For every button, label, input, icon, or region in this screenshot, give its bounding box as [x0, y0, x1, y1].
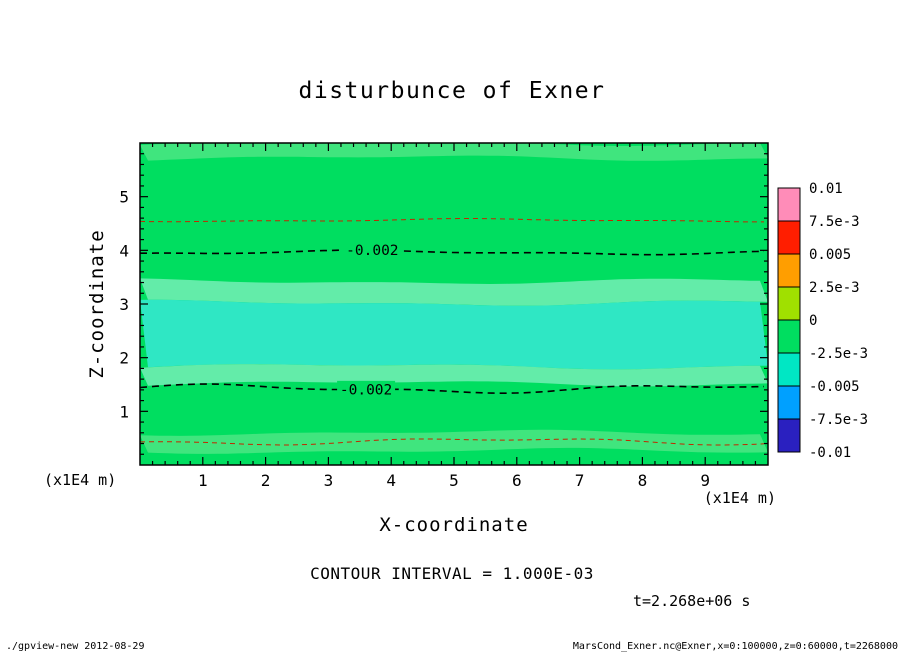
colorbar-tick-label: 2.5e-3 [809, 280, 860, 296]
contour-label-mask [343, 241, 402, 259]
colorbar-cell [777, 385, 801, 420]
tone-band [140, 278, 768, 306]
contour-line [140, 383, 765, 394]
colorbar-cell [777, 319, 801, 354]
colorbar: 0.01 7.5e-3 0.005 2.5e-3 0 -2.5e-3 -0.005 -7.5e… [777, 181, 868, 461]
y-axis-label: Z-coordinate [86, 229, 108, 379]
y-tick-label: 5 [119, 188, 129, 207]
colorbar-cell [777, 253, 801, 288]
contour-interval-note: CONTOUR INTERVAL = 1.000E-03 [310, 564, 594, 583]
contour-label: -0.002 [346, 243, 398, 259]
x-tick-label: 3 [324, 471, 334, 490]
x-tick-label: 4 [386, 471, 396, 490]
colorbar-cell [777, 220, 801, 255]
colorbar-tick-label: -0.005 [809, 379, 860, 395]
x-tick-labels: 1 2 3 4 5 6 7 8 9 [198, 471, 710, 490]
x-unit-left-label: (x1E4 m) [44, 471, 117, 489]
y-tick-label: 4 [119, 241, 129, 260]
contour-line [140, 249, 765, 256]
tone-band [140, 364, 768, 387]
y-tick-label: 3 [119, 295, 129, 314]
chart-title: disturbunce of Exner [298, 78, 606, 104]
x-tick-label: 8 [638, 471, 648, 490]
x-tick-label: 6 [512, 471, 522, 490]
colorbar-tick-label: 0 [809, 313, 817, 329]
x-tick-label: 9 [700, 471, 710, 490]
colorbar-cell [777, 286, 801, 321]
tone-band [140, 299, 768, 370]
contour-label: -0.002 [340, 382, 392, 398]
x-tick-label: 5 [449, 471, 459, 490]
x-unit-right-label: (x1E4 m) [703, 489, 776, 507]
fill-layers: -0.002 -0.002 [140, 143, 768, 465]
tone-band [140, 143, 768, 161]
colorbar-cell [777, 418, 801, 453]
axis-ticks [140, 143, 768, 465]
colorbar-tick-label: -7.5e-3 [809, 412, 868, 428]
x-axis-label: X-coordinate [379, 514, 529, 536]
contour-label-mask [337, 380, 396, 398]
y-tick-labels: 1 2 3 4 5 [119, 188, 129, 422]
colorbar-tick-label: 7.5e-3 [809, 214, 860, 230]
y-tick-label: 2 [119, 349, 129, 368]
colorbar-cell [777, 352, 801, 387]
footer-right: MarsCond_Exner.nc@Exner,x=0:100000,z=0:6… [572, 641, 898, 652]
tone-band [140, 429, 768, 454]
colorbar-cell [777, 187, 801, 222]
footer-left: ./gpview-new 2012-08-29 [6, 641, 145, 652]
time-label: t=2.268e+06 s [633, 592, 751, 610]
colorbar-tick-label: 0.005 [809, 247, 851, 263]
x-tick-label: 7 [575, 471, 585, 490]
y-tick-label: 1 [119, 402, 129, 421]
colorbar-tick-label: -0.01 [809, 445, 851, 461]
colorbar-tick-label: 0.01 [809, 181, 843, 197]
x-tick-label: 1 [198, 471, 208, 490]
colorbar-tick-label: -2.5e-3 [809, 346, 868, 362]
x-tick-label: 2 [261, 471, 271, 490]
